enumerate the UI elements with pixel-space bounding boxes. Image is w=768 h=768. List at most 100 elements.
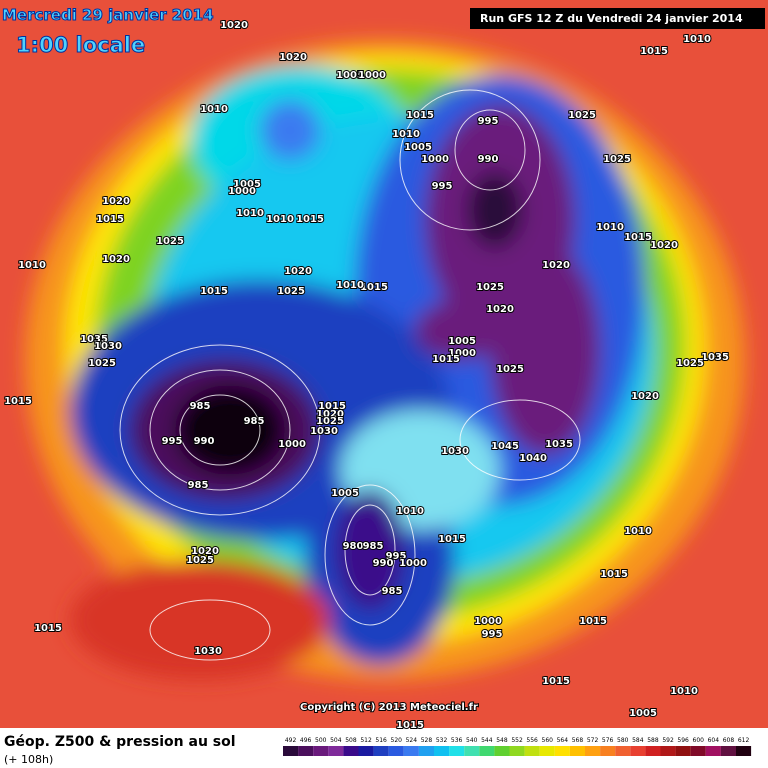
scale-swatch [373, 746, 389, 756]
isobar-label: 1045 [491, 441, 519, 452]
isobar-label: 995 [478, 116, 499, 127]
isobar-label: 1020 [486, 304, 514, 315]
scale-label: 612 [738, 737, 750, 744]
scale-label: 576 [602, 737, 614, 744]
isobar-label: 1010 [336, 280, 364, 291]
isobar-label: 1020 [102, 254, 130, 265]
isobar-label: 1025 [156, 236, 184, 247]
scale-label: 496 [300, 737, 312, 744]
scale-label: 588 [647, 737, 659, 744]
isobar-label: 1005 [233, 179, 261, 190]
scale-swatch [720, 746, 736, 756]
isobar-label: 1015 [360, 282, 388, 293]
isobar-label: 1010 [396, 506, 424, 517]
scale-swatch [645, 746, 661, 756]
scale-swatch [298, 746, 314, 756]
isobar-label: 985 [190, 401, 211, 412]
isobars [119, 89, 581, 661]
isobar-label: 1005 [336, 70, 364, 81]
isobar-label: 1015 [579, 616, 607, 627]
isobar-label: 1015 [396, 720, 424, 731]
scale-swatch [705, 746, 721, 756]
scale-label: 556 [526, 737, 538, 744]
isobar-label: 1015 [542, 676, 570, 687]
scale-label: 516 [375, 737, 387, 744]
isobar-label: 1015 [432, 354, 460, 365]
isobar-label: 1000 [228, 186, 256, 197]
isobar-label: 990 [478, 154, 499, 165]
scale-swatch [403, 746, 419, 756]
footer-title: Géop. Z500 & pression au sol [4, 734, 236, 750]
scale-label: 504 [330, 737, 342, 744]
isobar-label: 1010 [624, 526, 652, 537]
isobar-label: 985 [363, 541, 384, 552]
isobar-label: 995 [162, 436, 183, 447]
isobar-label: 980 [343, 541, 364, 552]
scale-swatch [479, 746, 495, 756]
isobar-label: 1005 [404, 142, 432, 153]
scale-swatch [600, 746, 616, 756]
run-box [470, 8, 765, 29]
isobar-label: 1000 [421, 154, 449, 165]
isobar-label: 1030 [310, 426, 338, 437]
scale-label: 584 [632, 737, 644, 744]
isobar-label: 1015 [34, 623, 62, 634]
isobar-label: 1035 [701, 352, 729, 363]
isobar-label: 1020 [191, 546, 219, 557]
isobar-label: 990 [194, 436, 215, 447]
isobar-label: 1025 [186, 555, 214, 566]
isobar-label: 1015 [296, 214, 324, 225]
footer-lead: (+ 108h) [4, 753, 53, 766]
isobar-label: 1020 [220, 20, 248, 31]
isobar-label: 1010 [670, 686, 698, 697]
isobar-label: 1040 [519, 453, 547, 464]
scale-label: 564 [557, 737, 569, 744]
isobar-label: 1020 [650, 240, 678, 251]
isobar-label: 1000 [474, 616, 502, 627]
scale-label: 524 [406, 737, 418, 744]
isobar-label: 1025 [88, 358, 116, 369]
isobar-label: 995 [482, 629, 503, 640]
isobar-label: 1020 [631, 391, 659, 402]
isobar-label: 1010 [596, 222, 624, 233]
scale-label: 568 [572, 737, 584, 744]
scale-label: 600 [693, 737, 705, 744]
isobar-label: 1025 [568, 110, 596, 121]
scale-label: 540 [466, 737, 478, 744]
isobar-label: 1010 [200, 104, 228, 115]
scale-swatch [660, 746, 676, 756]
isobar-label: 1035 [80, 334, 108, 345]
isobar-label: 1005 [331, 488, 359, 499]
scale-swatch [464, 746, 480, 756]
scale-label: 572 [587, 737, 599, 744]
scale-swatch [675, 746, 691, 756]
map-time: 1:00 locale [16, 33, 145, 57]
scale-label: 528 [421, 737, 433, 744]
scale-label: 500 [315, 737, 327, 744]
scale-swatch [358, 746, 374, 756]
isobar-label: 1000 [278, 439, 306, 450]
isobar-label: 985 [244, 416, 265, 427]
scale-label: 520 [391, 737, 403, 744]
scale-swatch [283, 746, 299, 756]
isobar-label: 1020 [279, 52, 307, 63]
scale-label: 608 [723, 737, 735, 744]
isobar-label: 1000 [399, 558, 427, 569]
scale-label: 592 [662, 737, 674, 744]
isobar-label: 1020 [102, 196, 130, 207]
isobar-label: 1000 [448, 348, 476, 359]
isobar-label: 1015 [438, 534, 466, 545]
scale-label: 536 [451, 737, 463, 744]
isobar-label: 1015 [406, 110, 434, 121]
scale-label: 580 [617, 737, 629, 744]
scale-swatch [494, 746, 510, 756]
scale-swatch [313, 746, 329, 756]
scale-label: 544 [481, 737, 493, 744]
scale-swatch [690, 746, 706, 756]
isobar-label: 1025 [496, 364, 524, 375]
isobar-label: 1020 [316, 409, 344, 420]
isobar-label: 1000 [358, 70, 386, 81]
scale-swatch [434, 746, 450, 756]
isobar-label: 1020 [284, 266, 312, 277]
isobar-label: 1015 [318, 401, 346, 412]
